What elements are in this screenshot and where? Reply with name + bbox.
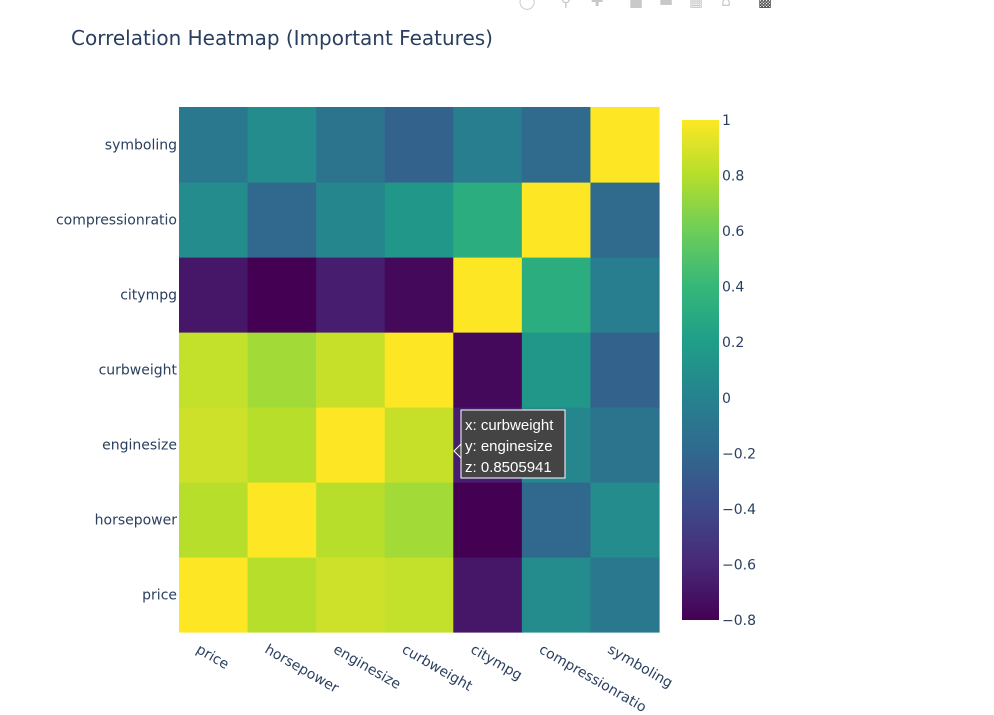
colorbar-tick-label: −0.2 bbox=[722, 446, 756, 462]
heatmap-cell[interactable] bbox=[316, 407, 386, 483]
y-tick-label: horsepower bbox=[95, 513, 178, 529]
colorbar-tick-label: 0.6 bbox=[722, 224, 744, 240]
heatmap-cell[interactable] bbox=[384, 407, 454, 483]
heatmap-cell[interactable] bbox=[179, 332, 249, 408]
camera-icon[interactable]: ◯ bbox=[518, 0, 536, 10]
y-tick-label: curbweight bbox=[99, 363, 178, 379]
heatmap-cell[interactable] bbox=[316, 257, 386, 333]
heatmap-cell[interactable] bbox=[316, 182, 386, 258]
heatmap-cell[interactable] bbox=[247, 257, 317, 333]
y-tick-label: price bbox=[142, 588, 177, 604]
colorbar-tick-label: 0.2 bbox=[722, 335, 744, 351]
heatmap-cell[interactable] bbox=[453, 557, 523, 633]
heatmap-cell[interactable] bbox=[453, 332, 523, 408]
heatmap-cell[interactable] bbox=[247, 332, 317, 408]
colorbar-tick-label: 0.4 bbox=[722, 280, 744, 296]
heatmap-cell[interactable] bbox=[590, 257, 660, 333]
modebar: ◯ ⚲ ✚ ■ ▬ ▦ ⌂ ▩ bbox=[510, 0, 780, 12]
heatmap-cell[interactable] bbox=[384, 257, 454, 333]
heatmap-cell[interactable] bbox=[521, 107, 592, 183]
heatmap-cell[interactable] bbox=[521, 332, 592, 408]
colorbar-tick-label: 0 bbox=[722, 391, 731, 407]
heatmap-cell[interactable] bbox=[521, 182, 592, 258]
heatmap-cell[interactable] bbox=[247, 182, 317, 258]
heatmap-cell[interactable] bbox=[521, 557, 592, 633]
colorbar-tick-label: 0.8 bbox=[722, 169, 744, 185]
heatmap-cell[interactable] bbox=[590, 407, 660, 483]
heatmap-cell[interactable] bbox=[179, 557, 249, 633]
heatmap-cell[interactable] bbox=[179, 182, 249, 258]
heatmap-cell[interactable] bbox=[453, 182, 523, 258]
colorbar-tick-label: −0.4 bbox=[722, 502, 756, 518]
heatmap-cell[interactable] bbox=[247, 107, 317, 183]
y-tick-label: citympg bbox=[120, 288, 177, 304]
pan-icon[interactable]: ✚ bbox=[590, 0, 604, 10]
heatmap-cell[interactable] bbox=[179, 407, 249, 483]
heatmap-cell[interactable] bbox=[316, 482, 386, 558]
colorbar-gradient bbox=[682, 120, 719, 620]
heatmap-cell[interactable] bbox=[521, 482, 592, 558]
colorbar: 1 0.8 0.6 0.4 0.2 0 −0.2 −0.4 −0.6 −0.8 bbox=[682, 113, 756, 629]
x-tick-label: citympg bbox=[468, 642, 525, 684]
heatmap-cell[interactable] bbox=[384, 182, 454, 258]
heatmap-cell[interactable] bbox=[316, 107, 386, 183]
heatmap-cell[interactable] bbox=[179, 257, 249, 333]
x-tick-label: horsepower bbox=[262, 642, 342, 697]
zoom-out-icon[interactable]: ▬ bbox=[658, 0, 674, 10]
zoom-icon[interactable]: ⚲ bbox=[560, 0, 572, 10]
colorbar-tick-label: 1 bbox=[722, 113, 731, 129]
heatmap-cell[interactable] bbox=[384, 332, 454, 408]
heatmap-cell[interactable] bbox=[316, 557, 386, 633]
home-icon[interactable]: ⌂ bbox=[721, 0, 731, 10]
x-tick-label: curbweight bbox=[399, 642, 475, 695]
heatmap-cell[interactable] bbox=[179, 482, 249, 558]
hover-tooltip: x: curbweight y: enginesize z: 0.8505941 bbox=[453, 409, 566, 479]
heatmap-cell[interactable] bbox=[590, 332, 660, 408]
chart-title: Correlation Heatmap (Important Features) bbox=[71, 26, 493, 50]
heatmap-cell[interactable] bbox=[384, 107, 454, 183]
y-axis-tick-labels: price horsepower enginesize curbweight citym… bbox=[56, 138, 178, 604]
x-axis-tick-labels: price horsepowerenginesizecurbweightcitym… bbox=[193, 642, 675, 715]
hover-x-line: x: curbweight bbox=[465, 417, 554, 434]
hover-y-line: y: enginesize bbox=[465, 438, 553, 455]
heatmap-cell[interactable] bbox=[590, 182, 660, 258]
heatmap-cell[interactable] bbox=[316, 332, 386, 408]
heatmap-cell[interactable] bbox=[590, 557, 660, 633]
heatmap-cell[interactable] bbox=[590, 482, 660, 558]
heatmap-cell[interactable] bbox=[590, 107, 660, 183]
heatmap-cell[interactable] bbox=[453, 107, 523, 183]
heatmap-cell[interactable] bbox=[247, 557, 317, 633]
x-tick-label: enginesize bbox=[330, 642, 403, 693]
heatmap-cell[interactable] bbox=[179, 107, 249, 183]
hover-z-line: z: 0.8505941 bbox=[465, 459, 552, 476]
heatmap-cell[interactable] bbox=[247, 407, 317, 483]
colorbar-tick-label: −0.8 bbox=[722, 613, 756, 629]
colorbar-tick-label: −0.6 bbox=[722, 557, 756, 573]
y-tick-label: enginesize bbox=[102, 438, 177, 454]
heatmap-cell[interactable] bbox=[247, 482, 317, 558]
y-tick-label: compressionratio bbox=[56, 213, 177, 229]
y-tick-label: symboling bbox=[105, 138, 177, 154]
autoscale-icon[interactable]: ▦ bbox=[688, 0, 704, 10]
heatmap-cell[interactable] bbox=[384, 482, 454, 558]
zoom-in-icon[interactable]: ■ bbox=[628, 0, 644, 10]
x-tick-label: price bbox=[193, 642, 231, 673]
heatmap-cell[interactable] bbox=[453, 257, 523, 333]
plotly-logo-icon[interactable]: ▩ bbox=[757, 0, 773, 10]
heatmap-cell[interactable] bbox=[453, 482, 523, 558]
heatmap-cell[interactable] bbox=[384, 557, 454, 633]
hover-tooltip-box bbox=[460, 409, 566, 479]
heatmap-cell[interactable] bbox=[521, 257, 592, 333]
heatmap-cells bbox=[179, 107, 660, 633]
